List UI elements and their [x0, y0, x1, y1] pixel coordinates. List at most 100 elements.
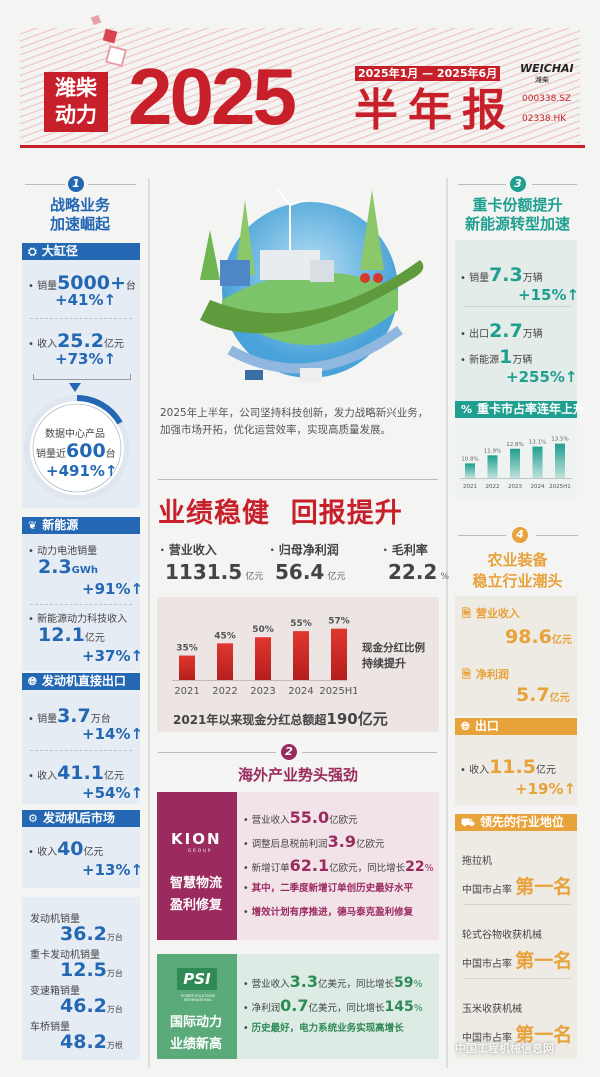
column-divider-right: [446, 178, 448, 1068]
report-type: 半年报: [354, 85, 516, 136]
intro-text: 2025年上半年，公司坚持科技创新，发力战略新兴业务， 加强市场开拓，优化运营效率…: [160, 407, 429, 436]
new-energy-header: ❦ 新能源: [22, 517, 140, 534]
leader-share: 中国市占率 第一名: [462, 876, 573, 898]
arrow-down-icon: [69, 383, 81, 392]
volume-value: 12.5万台: [60, 959, 123, 981]
section1-number: 1: [68, 176, 84, 192]
bullet-item: • 新增订单62.1亿欧元，同比增长22%: [243, 856, 434, 875]
share-value-label: 11.9%: [484, 448, 501, 454]
leader-product: 轮式谷物收获机械: [462, 930, 542, 941]
dividend-value-label: 45%: [214, 631, 236, 641]
aftermarket-card: [22, 826, 140, 888]
dividend-total: 2021年以来现金分红总额超190亿元: [173, 710, 388, 728]
large-bore-header: ⛭ 大缸径: [22, 243, 140, 260]
section2-title: 海外产业势头强劲: [237, 766, 358, 784]
volume-value: 36.2万台: [60, 923, 123, 945]
share-year-label: 2021: [463, 484, 477, 490]
kion-panel: [157, 792, 237, 940]
ne-tech-label: • 新能源动力科技收入: [28, 614, 128, 625]
volume-value: 48.2万根: [60, 1031, 123, 1053]
bullet-item: • 增效计划有序推进，德马泰克盈利修复: [243, 907, 414, 918]
leaf-icon: ❦: [28, 519, 38, 532]
section3-title: 重卡份额提升 新能源转型加速: [464, 196, 570, 233]
volume-label: 变速箱销量: [30, 986, 80, 997]
dividend-value-label: 50%: [252, 625, 274, 635]
bullet-item: • 净利润0.7亿美元，同比增长145%: [243, 996, 423, 1015]
section3-number: 3: [510, 176, 526, 192]
volume-value: 46.2万台: [60, 995, 123, 1017]
dividend-year-label: 2024: [288, 686, 313, 697]
dividend-bar: [293, 631, 309, 680]
dividend-side-highlight: 持续提升: [362, 657, 406, 670]
dividend-bar: [255, 637, 271, 680]
battery-value: 2.3GWh: [38, 556, 99, 578]
report-period: 2025年1月 — 2025年6月: [355, 66, 501, 81]
dividend-side-label: 现金分红比例: [362, 642, 425, 654]
psi-logo: PSI: [177, 968, 217, 990]
agri-export-card: [455, 735, 577, 805]
performance-title: 业绩稳健 回报提升: [158, 498, 403, 529]
green-globe-illustration: [200, 189, 424, 382]
bullet-item: • 营业收入3.3亿美元，同比增长59%: [243, 972, 423, 991]
leading-card: [455, 831, 577, 1059]
volume-label: 重卡发动机销量: [30, 950, 100, 961]
section4-number: 4: [512, 527, 528, 543]
kion-logo: KION: [171, 830, 222, 848]
share-value-label: 10.8%: [461, 456, 478, 462]
share-bar: [510, 448, 520, 478]
data-center-ring: [24, 395, 130, 501]
share-year-label: 2024: [531, 484, 545, 490]
kpi-value: 56.4 亿元: [275, 560, 346, 584]
ne-tech-value: 12.1亿元: [38, 624, 105, 646]
leader-product: 拖拉机: [462, 856, 492, 867]
agri-profit: 5.7亿元: [516, 684, 570, 706]
leading-header: ⛟ 领先的行业地位: [455, 814, 577, 831]
report-year: 2025: [128, 52, 297, 141]
money-doc-icon: 🗎︎: [462, 607, 471, 620]
section2-number: 2: [281, 744, 297, 760]
share-value-label: 13.1%: [529, 440, 546, 446]
agri-export-growth: +19%↑: [515, 780, 577, 798]
kpi-value: 1131.5 亿元: [165, 560, 264, 584]
bullet-item: • 历史最好，电力系统业务实现高增长: [243, 1023, 404, 1034]
stock-code-sz: 000338.SZ: [522, 94, 572, 104]
truck-share-chart: 10.8% 2021 11.9% 2022 12.8% 2023 13.1% 2024 13.5…: [461, 437, 571, 490]
truck-export: • 出口2.7万辆: [460, 320, 543, 342]
kpi-value: 22.2 %: [388, 560, 450, 584]
kion-tagline: 智慧物流 盈利修复: [170, 876, 223, 913]
truck-new-energy: • 新能源1万辆: [460, 346, 533, 368]
large-bore-rev-growth: +73%↑: [55, 350, 117, 368]
kpi-label: · 归母净利润: [270, 543, 339, 557]
profit-doc-icon: 🗎︎: [462, 668, 471, 681]
dividend-bar: [331, 628, 347, 680]
leader-share: 中国市占率 第一名: [462, 950, 573, 972]
truck-share-header: % 重卡市占率连年上升: [455, 401, 585, 418]
kpi-label: · 营业收入: [160, 543, 217, 557]
watermark: 中国工程机械信息网: [455, 1042, 554, 1055]
leader-share: 中国市占率 第一名: [462, 1024, 573, 1046]
export-card: [22, 690, 140, 804]
bullet-item: • 其中，二季度新增订单创历史最好水平: [243, 883, 414, 894]
volume-label: 发动机销量: [30, 914, 80, 925]
agri-revenue-label: 🗎︎ 营业收入: [462, 605, 520, 624]
agri-revenue: 98.6亿元: [505, 626, 572, 648]
stock-code-hk: 02338.HK: [522, 114, 567, 124]
export-header: 🌐︎ 发动机直接出口: [22, 673, 140, 690]
globe-icon: 🌐︎: [461, 720, 470, 733]
brand-line1: 潍柴: [55, 76, 97, 100]
dc-sales: 销量近600台: [36, 440, 116, 462]
share-value-label: 12.8%: [506, 442, 523, 448]
cubes-decoration: [90, 14, 128, 68]
volume-label: 车桥销量: [30, 1022, 70, 1033]
dividend-value-label: 55%: [290, 619, 312, 629]
leader-product: 玉米收获机械: [462, 1004, 522, 1015]
agri-export-header: 🌐︎ 出口: [455, 718, 577, 735]
dividend-year-label: 2022: [212, 686, 237, 697]
agri-card: [455, 596, 577, 716]
share-bar: [555, 443, 565, 478]
export-rev-growth: +54%↑: [82, 784, 144, 802]
aftermarket-revenue: • 收入40亿元: [28, 838, 104, 860]
bullet-item: • 营业收入55.0亿欧元: [243, 808, 358, 827]
truck-sales-growth: +15%↑: [518, 286, 580, 304]
dividend-bar: [217, 643, 233, 680]
